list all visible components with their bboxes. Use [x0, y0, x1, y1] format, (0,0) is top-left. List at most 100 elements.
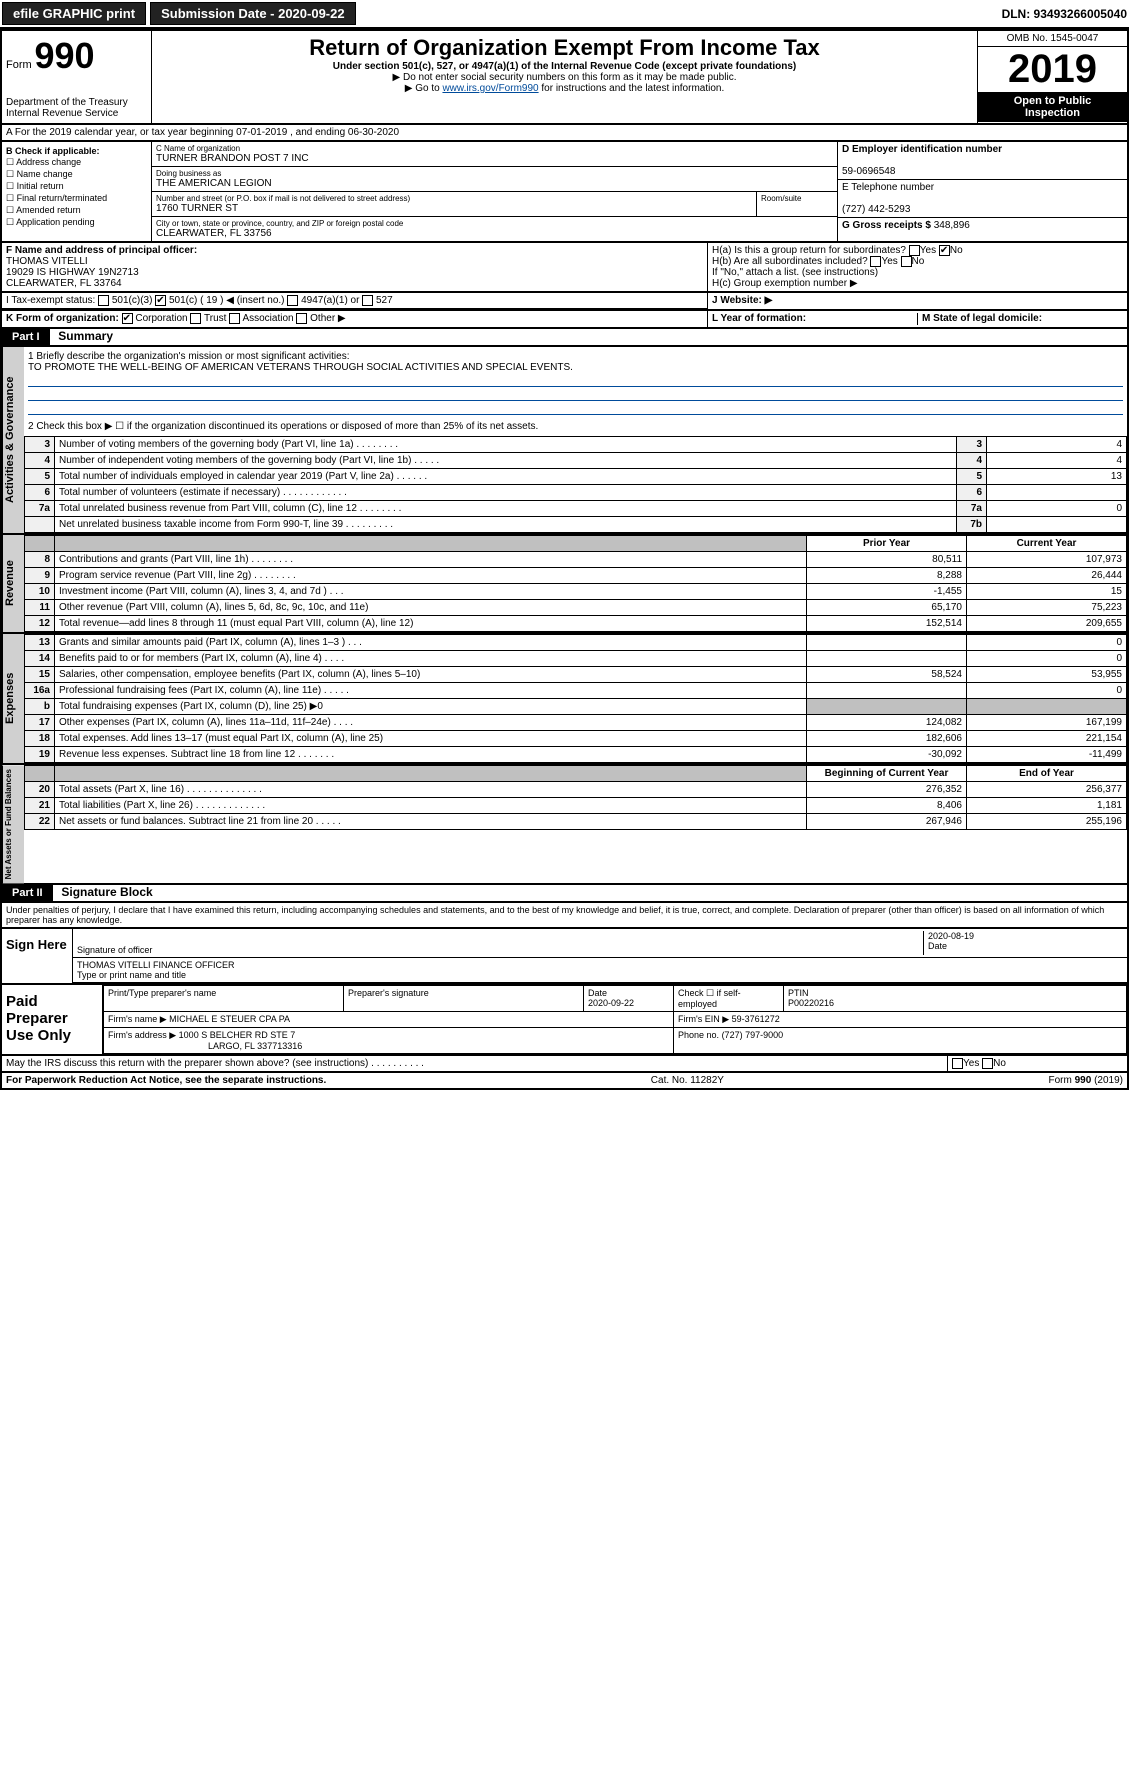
table-row: 6Total number of volunteers (estimate if… [25, 484, 1127, 500]
dba-label: Doing business as [156, 169, 833, 178]
table-row: 14Benefits paid to or for members (Part … [25, 650, 1127, 666]
chk-corporation[interactable] [122, 313, 133, 324]
city-value: CLEARWATER, FL 33756 [156, 228, 833, 239]
open-to-public: Open to Public Inspection [978, 92, 1127, 122]
vlabel-revenue: Revenue [2, 535, 24, 632]
officer-label: F Name and address of principal officer: [6, 245, 197, 256]
dba-value: THE AMERICAN LEGION [156, 178, 833, 189]
group-return: H(a) Is this a group return for subordin… [707, 243, 1127, 291]
firm-name-cell: Firm's name ▶ MICHAEL E STEUER CPA PA [104, 1011, 674, 1027]
officer-addr2: CLEARWATER, FL 33764 [6, 278, 122, 289]
governance-table: 3Number of voting members of the governi… [24, 436, 1127, 533]
table-row: 11Other revenue (Part VIII, column (A), … [25, 599, 1127, 615]
firm-phone-cell: Phone no. (727) 797-9000 [674, 1027, 1127, 1053]
form-header: Form 990 Department of the Treasury Inte… [0, 29, 1129, 125]
table-header-row: Beginning of Current YearEnd of Year [25, 765, 1127, 781]
h-c: H(c) Group exemption number ▶ [712, 278, 1123, 289]
chk-4947[interactable] [287, 295, 298, 306]
printed-name-label: Type or print name and title [77, 970, 186, 980]
discuss-no-checkbox[interactable] [982, 1058, 993, 1069]
discuss-question: May the IRS discuss this return with the… [2, 1056, 947, 1071]
top-bar: efile GRAPHIC print Submission Date - 20… [0, 0, 1129, 29]
prep-ptin-cell: PTINP00220216 [784, 985, 1127, 1011]
chk-name-change[interactable]: ☐ Name change [6, 169, 147, 180]
table-header-row: Prior YearCurrent Year [25, 535, 1127, 551]
sign-here-block: Sign Here Signature of officer 2020-08-1… [0, 929, 1129, 985]
officer-sig-label: Signature of officer [77, 945, 152, 955]
mission-block: 1 Briefly describe the organization's mi… [24, 347, 1127, 436]
col-b-checkboxes: B Check if applicable: ☐ Address change … [2, 142, 152, 241]
address-row: Number and street (or P.O. box if mail i… [152, 192, 837, 217]
website-label: J Website: ▶ [712, 295, 772, 306]
street-label: Number and street (or P.O. box if mail i… [156, 194, 752, 203]
chk-application-pending[interactable]: ☐ Application pending [6, 217, 147, 228]
part1-header: Part I Summary [0, 329, 1129, 347]
header-left: Form 990 Department of the Treasury Inte… [2, 31, 152, 123]
form-note-link: ▶ Go to www.irs.gov/Form990 for instruct… [156, 83, 973, 94]
chk-501c[interactable] [155, 295, 166, 306]
table-row: 3Number of voting members of the governi… [25, 436, 1127, 452]
hb-no-checkbox[interactable] [901, 256, 912, 267]
gross-label: G Gross receipts $ [842, 220, 931, 231]
table-row: 20Total assets (Part X, line 16) . . . .… [25, 781, 1127, 797]
chk-address-change[interactable]: ☐ Address change [6, 157, 147, 168]
ha-yes-checkbox[interactable] [909, 245, 920, 256]
submission-date-button[interactable]: Submission Date - 2020-09-22 [150, 2, 356, 25]
row-a-tax-year: A For the 2019 calendar year, or tax yea… [0, 125, 1129, 142]
chk-final-return[interactable]: ☐ Final return/terminated [6, 193, 147, 204]
chk-other[interactable] [296, 313, 307, 324]
room-label: Room/suite [761, 194, 833, 203]
expenses-table: 13Grants and similar amounts paid (Part … [24, 634, 1127, 763]
org-name-label: C Name of organization [156, 144, 833, 153]
prep-sig-cell: Preparer's signature [344, 985, 584, 1011]
sign-here-label: Sign Here [2, 929, 72, 983]
part2-badge: Part II [2, 885, 53, 901]
officer-name: THOMAS VITELLI [6, 256, 88, 267]
efile-button[interactable]: efile GRAPHIC print [2, 2, 146, 25]
declaration-text: Under penalties of perjury, I declare th… [0, 903, 1129, 929]
table-row: 15Salaries, other compensation, employee… [25, 666, 1127, 682]
preparer-block: Paid Preparer Use Only Print/Type prepar… [0, 985, 1129, 1056]
colb-title: B Check if applicable: [6, 146, 100, 156]
chk-initial-return[interactable]: ☐ Initial return [6, 181, 147, 192]
h-note: If "No," attach a list. (see instruction… [712, 267, 1123, 278]
chk-527[interactable] [362, 295, 373, 306]
irs-link[interactable]: www.irs.gov/Form990 [442, 83, 538, 94]
form-note-ssn: ▶ Do not enter social security numbers o… [156, 72, 973, 83]
form-prefix: Form [6, 59, 32, 71]
hb-yes-checkbox[interactable] [870, 256, 881, 267]
preparer-table: Print/Type preparer's name Preparer's si… [103, 985, 1127, 1054]
org-name: TURNER BRANDON POST 7 INC [156, 153, 833, 164]
h-a: H(a) Is this a group return for subordin… [712, 245, 1123, 256]
chk-501c3[interactable] [98, 295, 109, 306]
mission-line2 [28, 389, 1123, 401]
ha-no-checkbox[interactable] [939, 245, 950, 256]
netassets-body: Beginning of Current YearEnd of Year20To… [24, 765, 1127, 883]
footer-right: Form 990 (2019) [1049, 1075, 1123, 1086]
sig-date-cell: 2020-08-19 Date [923, 931, 1123, 955]
preparer-label: Paid Preparer Use Only [2, 985, 102, 1054]
col-defg: D Employer identification number 59-0696… [837, 142, 1127, 241]
dba-cell: Doing business as THE AMERICAN LEGION [152, 167, 837, 192]
row-ij: I Tax-exempt status: 501(c)(3) 501(c) ( … [0, 293, 1129, 311]
k-label: K Form of organization: [6, 314, 119, 325]
chk-amended-return[interactable]: ☐ Amended return [6, 205, 147, 216]
note2-post: for instructions and the latest informat… [539, 83, 725, 94]
part1-title: Summary [52, 329, 113, 343]
phone-cell: E Telephone number (727) 442-5293 [838, 180, 1127, 218]
table-row: 19Revenue less expenses. Subtract line 1… [25, 746, 1127, 762]
table-row: 4Number of independent voting members of… [25, 452, 1127, 468]
discuss-yes-checkbox[interactable] [952, 1058, 963, 1069]
table-row: 21Total liabilities (Part X, line 26) . … [25, 797, 1127, 813]
chk-association[interactable] [229, 313, 240, 324]
ein-label: D Employer identification number [842, 144, 1002, 155]
officer-sig-cell: Signature of officer [77, 931, 923, 955]
chk-trust[interactable] [190, 313, 201, 324]
table-row: 18Total expenses. Add lines 13–17 (must … [25, 730, 1127, 746]
part2-title: Signature Block [55, 885, 152, 899]
org-name-cell: C Name of organization TURNER BRANDON PO… [152, 142, 837, 167]
header-right: OMB No. 1545-0047 2019 Open to Public In… [977, 31, 1127, 123]
vlabel-expenses: Expenses [2, 634, 24, 763]
sig-row2: THOMAS VITELLI FINANCE OFFICER Type or p… [73, 958, 1127, 983]
mission-text: TO PROMOTE THE WELL-BEING OF AMERICAN VE… [28, 362, 1123, 373]
